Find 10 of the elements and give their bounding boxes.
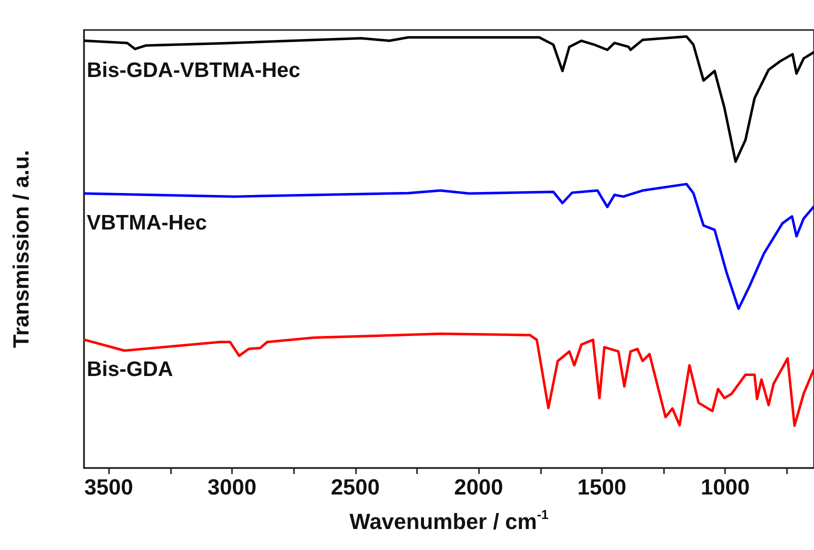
series-label: VBTMA-Hec [86, 212, 208, 235]
x-tick-label: 2000 [454, 474, 504, 500]
x-tick-label: 3500 [84, 474, 134, 500]
series-label: Bis-GDA-VBTMA-Hec [86, 58, 301, 82]
x-tick-label: 1500 [577, 474, 626, 500]
x-tick-label: 1000 [700, 474, 750, 500]
x-tick-label: 3000 [207, 474, 256, 500]
x-tick-label: 2500 [330, 474, 380, 500]
y-axis-title: Transmission / a.u. [8, 150, 34, 348]
series-label: Bis-GDA [86, 358, 174, 381]
